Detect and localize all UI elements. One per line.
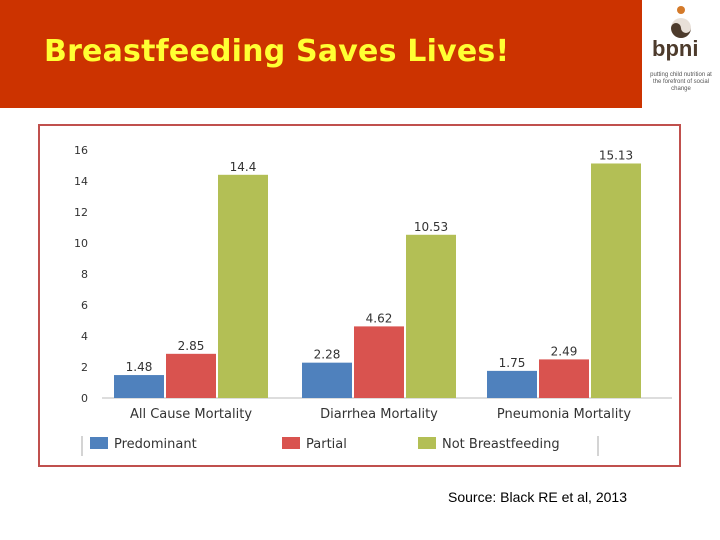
bar-partial-2: [354, 326, 404, 398]
logo-name: bpni: [652, 36, 699, 61]
data-label: 1.75: [499, 356, 526, 370]
y-tick-label: 16: [74, 144, 88, 157]
bar-not-breastfeeding-2: [406, 234, 456, 398]
bar-predominant-1: [114, 375, 164, 398]
legend-swatch: [282, 437, 300, 449]
y-tick-label: 4: [81, 330, 88, 343]
legend-swatch: [90, 437, 108, 449]
logo-emblem-icon: [671, 6, 691, 38]
y-tick-label: 6: [81, 299, 88, 312]
bar-not-breastfeeding-1: [218, 174, 268, 398]
data-label: 2.85: [178, 339, 205, 353]
logo: [641, 0, 720, 108]
data-label: 15.13: [599, 148, 633, 162]
page-title: Breastfeeding Saves Lives!: [44, 34, 510, 69]
y-tick-label: 8: [81, 268, 88, 281]
category-label: Diarrhea Mortality: [320, 407, 438, 422]
data-label: 4.62: [366, 311, 393, 325]
bar-chart: 0 2 4 6 8 10 12 14 16 1.48 2.85 14.4 All Cause Mort…: [74, 144, 672, 456]
data-label: 2.49: [551, 344, 578, 358]
y-tick-label: 2: [81, 361, 88, 374]
category-label: Pneumonia Mortality: [497, 407, 632, 422]
bar-predominant-2: [302, 362, 352, 398]
data-label: 1.48: [126, 360, 153, 374]
bar-partial-3: [539, 359, 589, 398]
legend-label: Predominant: [114, 437, 197, 452]
source-citation: Source: Black RE et al, 2013: [448, 489, 627, 505]
legend-label: Partial: [306, 437, 347, 452]
bar-partial-1: [166, 353, 216, 398]
data-label: 10.53: [414, 220, 448, 234]
y-tick-label: 10: [74, 237, 88, 250]
bar-predominant-3: [487, 370, 537, 398]
y-tick-label: 0: [81, 392, 88, 405]
data-label: 14.4: [230, 160, 257, 174]
logo-tagline: putting child nutrition at the forefront…: [650, 72, 712, 92]
legend-swatch: [418, 437, 436, 449]
bar-not-breastfeeding-3: [591, 163, 641, 398]
y-tick-label: 14: [74, 175, 88, 188]
header-banner: [0, 0, 720, 108]
data-label: 2.28: [314, 348, 341, 362]
legend-label: Not Breastfeeding: [442, 437, 560, 452]
y-tick-label: 12: [74, 206, 88, 219]
chart-frame: 0 2 4 6 8 10 12 14 16 1.48 2.85 14.4 All Cause Mort…: [38, 124, 681, 467]
category-label: All Cause Mortality: [130, 407, 252, 422]
